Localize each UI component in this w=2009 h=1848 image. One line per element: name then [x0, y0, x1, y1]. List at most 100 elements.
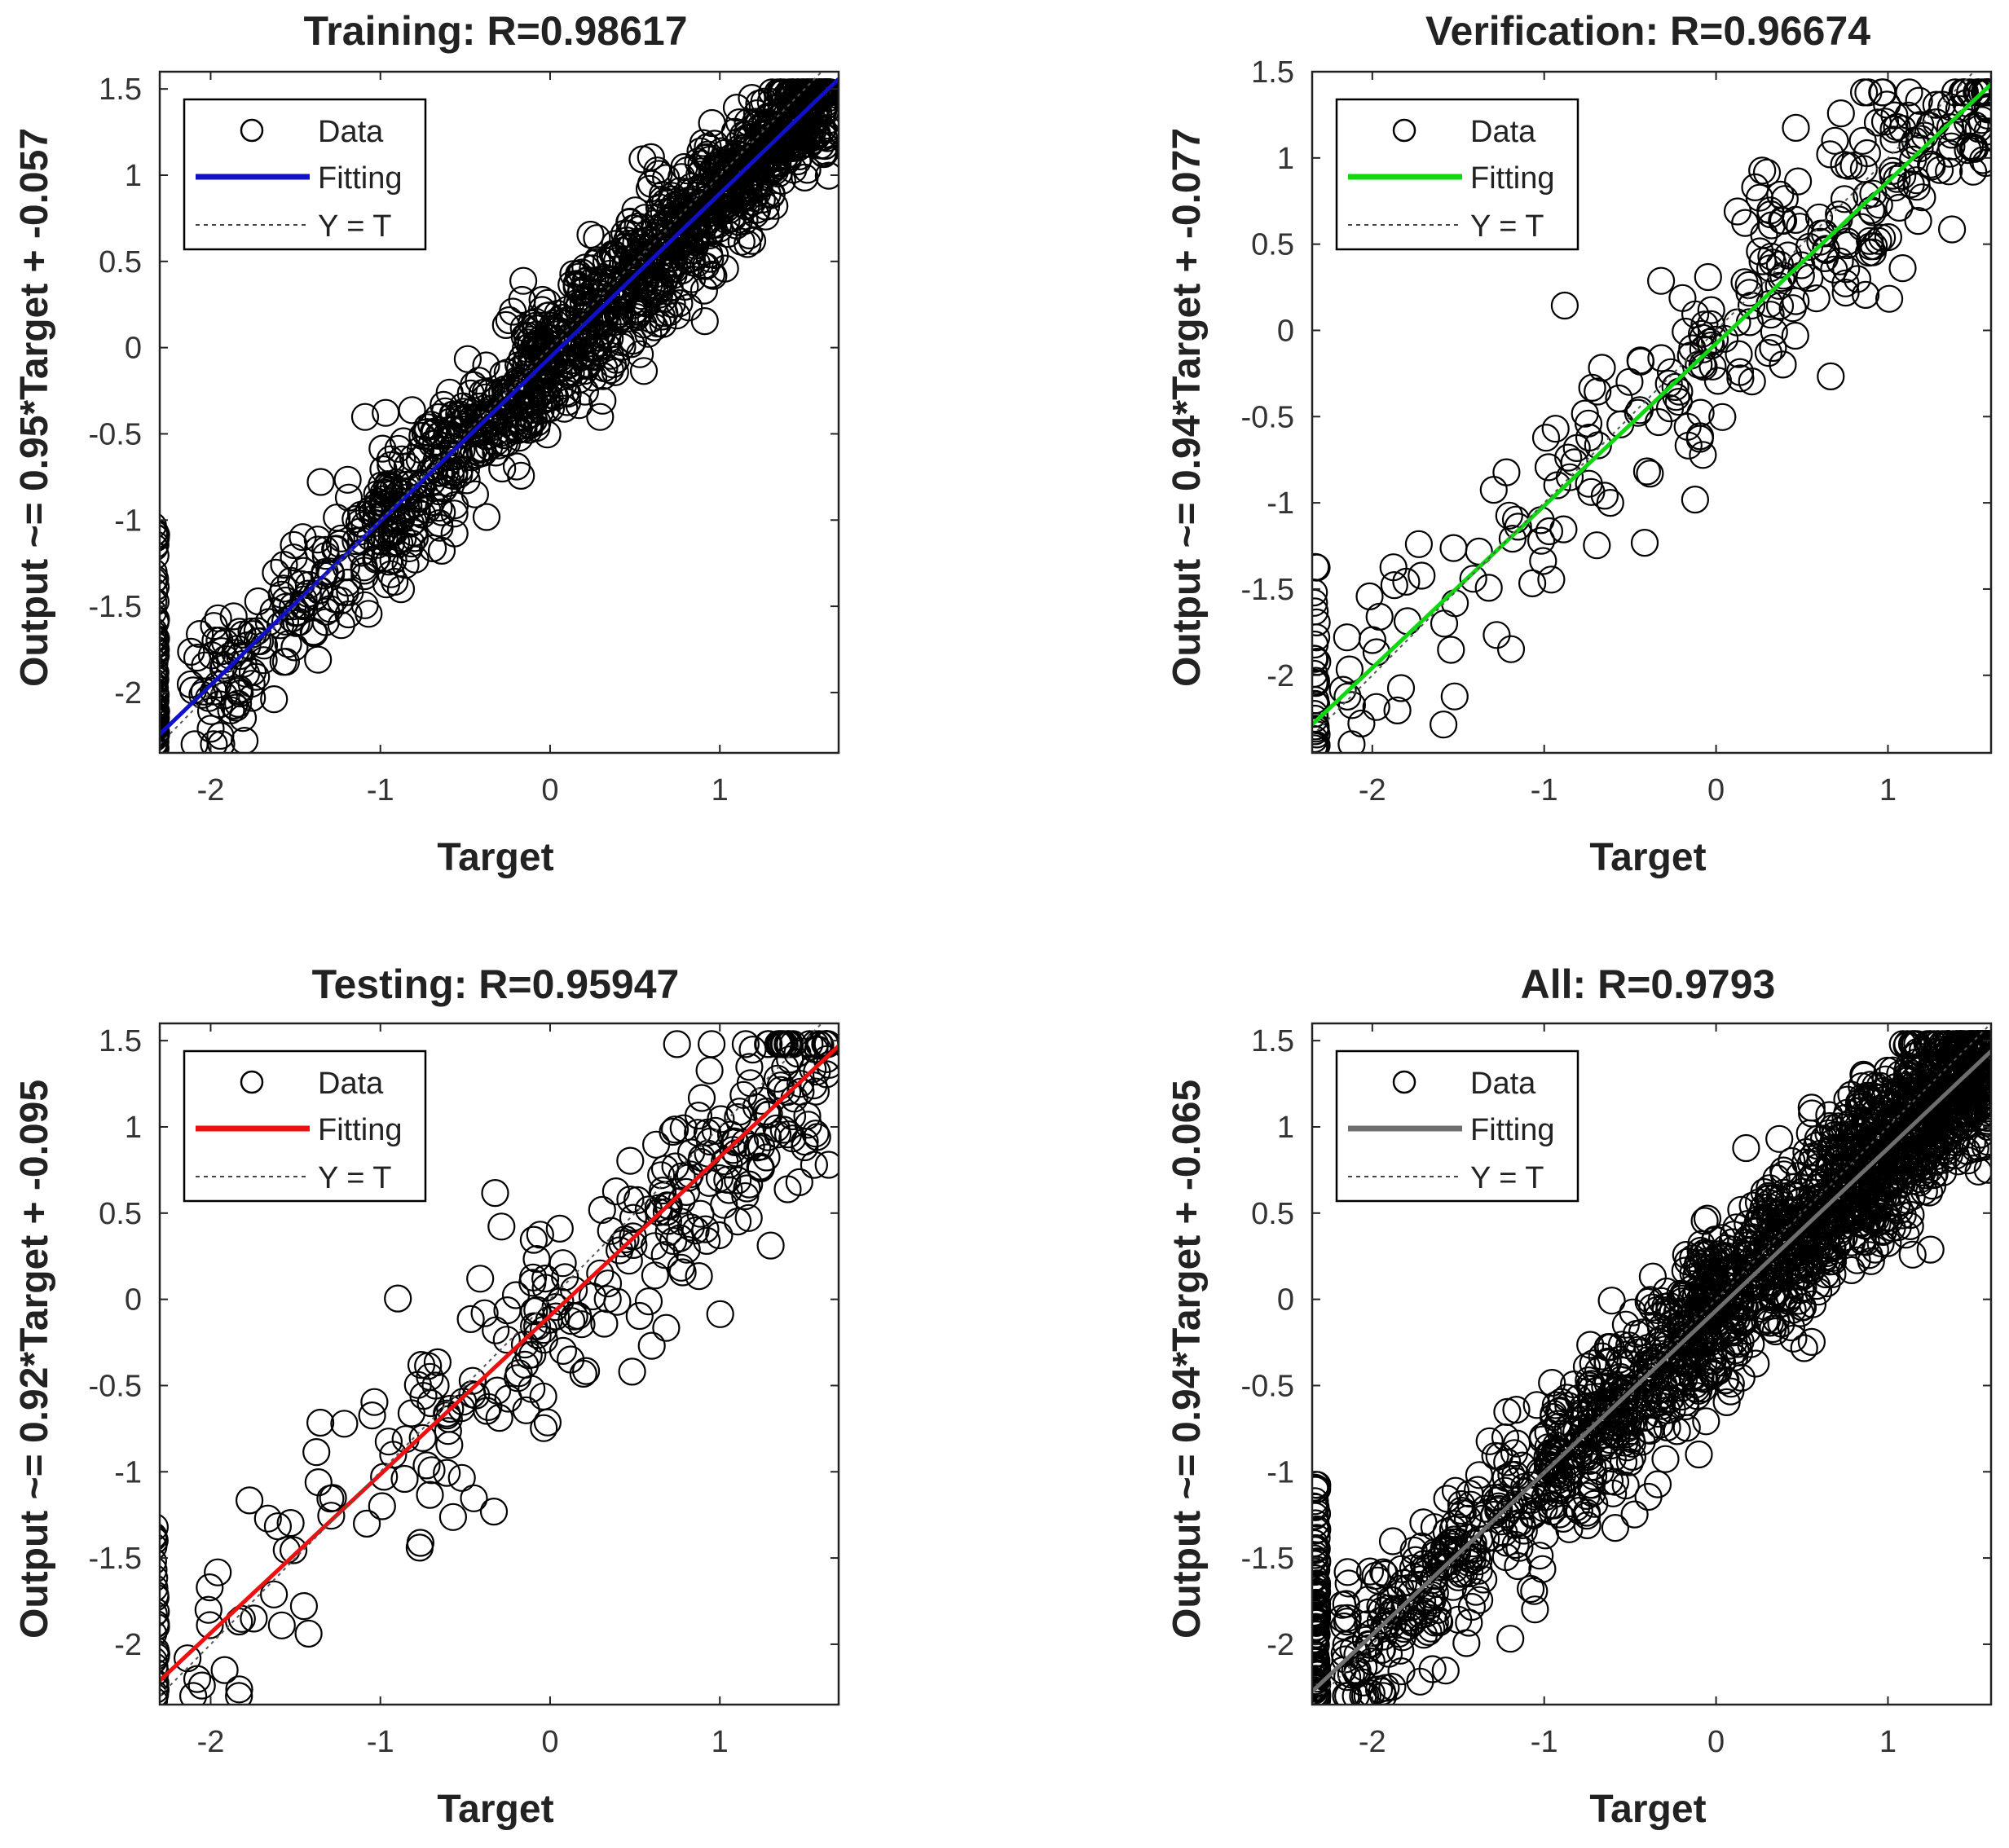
testing-data-point — [267, 1611, 296, 1639]
verification-data-point — [1760, 318, 1788, 346]
training-data-point — [509, 266, 538, 295]
testing-data-point — [567, 1310, 596, 1339]
all-plot-area: -2 -1 0 1 -2 -1.5 -1 -0.5 0 0.5 1 1.5 — [1241, 1022, 1993, 1759]
testing-panel: Testing: R=0.95947 Output ~= 0.92*Target… — [13, 961, 840, 1831]
verification-identity-line — [1312, 72, 1975, 737]
all-data-point — [1957, 1094, 1986, 1123]
training-data-point — [690, 307, 719, 336]
training-legend: Data Fitting Y = T — [183, 98, 427, 251]
verification-data-point — [1759, 333, 1787, 363]
all-data-point — [1505, 1508, 1533, 1538]
all-data-point — [1915, 1135, 1944, 1164]
all-x-tick-label: -1 — [1531, 1725, 1558, 1759]
training-data-point — [425, 494, 453, 522]
training-data-point — [428, 498, 456, 526]
all-data-point — [1601, 1513, 1630, 1542]
verification-data-point — [1690, 310, 1719, 339]
all-axes-frame — [1311, 1022, 1993, 1706]
training-data-point — [369, 455, 398, 484]
training-data-point — [738, 83, 766, 112]
verification-data-point — [1694, 262, 1722, 292]
all-data-point — [1312, 1571, 1332, 1599]
training-data-point — [333, 568, 362, 597]
training-data-point — [576, 220, 605, 249]
training-data-point — [401, 545, 430, 574]
training-data-point — [274, 630, 302, 658]
training-data-point — [445, 455, 474, 484]
training-x-tick-label: 1 — [712, 773, 729, 807]
testing-data-point — [360, 1388, 389, 1416]
testing-legend-identity-label: Y = T — [318, 1161, 392, 1195]
testing-identity-line — [160, 1023, 822, 1697]
verification-data-point — [1875, 284, 1904, 313]
training-data-point — [629, 357, 659, 385]
all-data-point — [1875, 1168, 1904, 1197]
training-data-point — [764, 149, 792, 178]
training-data-point — [573, 324, 601, 353]
all-data-point — [1312, 1509, 1330, 1538]
all-data-point — [1778, 1146, 1806, 1176]
testing-data-point — [623, 1186, 652, 1215]
verification-data-point — [1474, 574, 1503, 602]
verification-data-point — [1380, 570, 1408, 600]
training-data-point — [376, 445, 404, 473]
training-data-point — [622, 228, 650, 257]
verification-y-tick-label: 0 — [1277, 314, 1294, 348]
all-data-point — [1367, 1635, 1396, 1665]
testing-data-point — [236, 1486, 264, 1515]
testing-data-point — [601, 1177, 631, 1206]
all-data-point — [1312, 1588, 1330, 1617]
testing-data-point — [481, 1178, 509, 1208]
all-data-point — [1641, 1356, 1670, 1385]
all-data-point — [1751, 1307, 1779, 1335]
testing-data-point — [659, 1117, 687, 1146]
testing-data-point — [304, 1467, 333, 1497]
all-data-point — [1312, 1487, 1329, 1516]
verification-data-point — [1697, 296, 1725, 324]
all-panel: All: R=0.9793 Output ~= 0.94*Target + -0… — [1165, 961, 1993, 1831]
verification-data-point — [1902, 166, 1931, 195]
verification-data-point — [1895, 78, 1923, 107]
all-y-tick-label: 0.5 — [1251, 1197, 1294, 1231]
testing-y-tick-label: 0.5 — [99, 1197, 142, 1231]
training-y-tick-label: 0.5 — [99, 245, 142, 279]
verification-data-point — [1870, 108, 1900, 136]
verification-data-point — [1312, 700, 1328, 728]
verification-data-point — [1681, 300, 1710, 328]
all-data-point — [1879, 1056, 1907, 1085]
all-data-point — [1634, 1482, 1663, 1511]
testing-data-point — [447, 1463, 476, 1492]
training-data-point — [160, 702, 170, 730]
testing-data-point — [408, 1423, 437, 1453]
all-data-point — [1412, 1599, 1441, 1628]
verification-data-point — [1945, 95, 1973, 123]
all-data-point — [1835, 1142, 1863, 1171]
verification-legend-data-label: Data — [1470, 115, 1536, 149]
all-data-point — [1746, 1261, 1774, 1289]
all-data-point — [1312, 1516, 1330, 1545]
training-data-point — [466, 407, 495, 436]
all-data-point — [1384, 1598, 1412, 1626]
all-data-point — [1784, 1188, 1813, 1217]
all-data-point — [1932, 1077, 1961, 1106]
all-data-point — [1837, 1133, 1866, 1161]
testing-data-point — [409, 1381, 438, 1410]
all-data-point — [1447, 1496, 1475, 1525]
testing-data-point — [720, 1127, 749, 1155]
all-data-point — [1738, 1254, 1766, 1283]
all-y-tick-label: 1 — [1277, 1111, 1294, 1145]
training-data-point — [571, 377, 600, 406]
training-data-point — [160, 559, 168, 585]
all-data-point — [1722, 1213, 1751, 1242]
training-data-point — [160, 568, 168, 593]
training-data-point — [588, 386, 617, 415]
training-data-point — [660, 240, 689, 268]
training-data-point — [289, 523, 317, 552]
verification-data-point — [1765, 292, 1795, 320]
training-data-point — [420, 417, 448, 447]
verification-data-point — [1764, 271, 1793, 300]
training-data-point — [453, 345, 482, 373]
training-data-point — [237, 670, 266, 698]
all-data-point — [1966, 1133, 1991, 1162]
all-data-point — [1382, 1595, 1411, 1623]
